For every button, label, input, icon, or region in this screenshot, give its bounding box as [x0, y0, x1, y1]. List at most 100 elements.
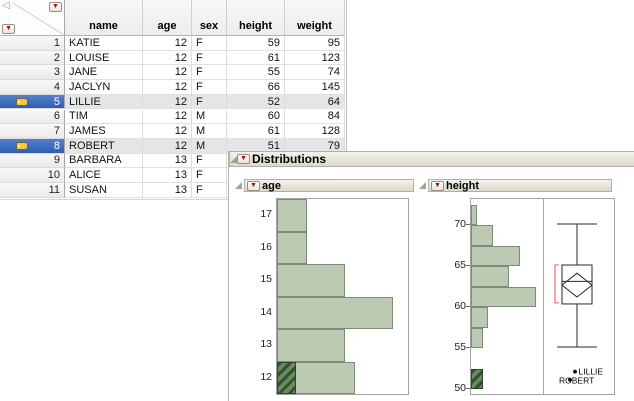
- row-number[interactable]: 9: [0, 153, 65, 169]
- age-histogram-bar-15[interactable]: [277, 264, 346, 297]
- cell-name[interactable]: ALICE: [65, 168, 143, 183]
- cell-weight[interactable]: 128: [285, 124, 345, 139]
- cell-age[interactable]: 12: [143, 50, 192, 66]
- cell-age[interactable]: 13: [143, 153, 192, 169]
- cell-height[interactable]: 59: [227, 36, 285, 51]
- cell-weight[interactable]: 95: [285, 36, 345, 51]
- cell-weight[interactable]: 145: [285, 80, 345, 95]
- row-number[interactable]: 6: [0, 109, 65, 125]
- cell-age[interactable]: 12: [143, 80, 192, 95]
- cell-age[interactable]: 12: [143, 65, 192, 81]
- cell-sex[interactable]: M: [192, 124, 227, 139]
- row-number[interactable]: 2: [0, 50, 65, 66]
- cell-name[interactable]: JAMES: [65, 124, 143, 139]
- column-header-height[interactable]: height: [227, 0, 285, 36]
- cell-height[interactable]: 61: [227, 50, 285, 66]
- cell-age[interactable]: 12: [143, 36, 192, 51]
- cell-name[interactable]: LOUISE: [65, 50, 143, 66]
- height-histogram-bar-57.5[interactable]: [471, 307, 488, 328]
- table-row-3: 3 JANE 12 F 55 74: [0, 65, 345, 81]
- cell-sex[interactable]: M: [192, 138, 227, 154]
- height-red-triangle-icon[interactable]: ▼: [431, 180, 444, 191]
- table-corner-cell: ◁ ▼ ▼: [0, 0, 65, 36]
- height-histogram-bar-70[interactable]: [471, 204, 478, 225]
- cell-age[interactable]: 13: [143, 168, 192, 183]
- column-header-sex[interactable]: sex: [192, 0, 227, 36]
- height-histogram-bar-50[interactable]: [471, 368, 483, 389]
- table-collapse-icon[interactable]: ◁: [2, 0, 10, 11]
- cell-name[interactable]: JACLYN: [65, 80, 143, 95]
- cell-weight[interactable]: 84: [285, 109, 345, 125]
- height-histogram-bar-65[interactable]: [471, 245, 520, 266]
- cell-age[interactable]: 12: [143, 94, 192, 110]
- cell-weight[interactable]: 64: [285, 94, 345, 110]
- cell-name[interactable]: BARBARA: [65, 153, 143, 169]
- height-histogram-bar-55[interactable]: [471, 327, 483, 348]
- distributions-red-triangle-icon[interactable]: ▼: [237, 154, 250, 164]
- cell-name[interactable]: JANE: [65, 65, 143, 81]
- cell-name[interactable]: LILLIE: [65, 94, 143, 110]
- age-panel-titlebar[interactable]: ▼ age: [244, 179, 414, 192]
- column-header-age[interactable]: age: [143, 0, 192, 36]
- cell-weight[interactable]: 74: [285, 65, 345, 81]
- cell-name[interactable]: ROBERT: [65, 138, 143, 154]
- age-histogram-bar-14[interactable]: [277, 296, 393, 329]
- cell-sex[interactable]: F: [192, 36, 227, 51]
- cell-height[interactable]: 61: [227, 124, 285, 139]
- cell-sex[interactable]: M: [192, 109, 227, 125]
- row-number[interactable]: 5: [0, 94, 65, 110]
- cell-sex[interactable]: F: [192, 183, 227, 198]
- column-header-name[interactable]: name: [65, 0, 143, 36]
- row-number[interactable]: 8: [0, 138, 65, 154]
- corner-diagonal-line: [12, 2, 65, 36]
- row-number[interactable]: 7: [0, 124, 65, 139]
- age-histogram-bar-12[interactable]: [277, 361, 355, 394]
- height-axis-label: 70: [454, 218, 466, 230]
- row-number[interactable]: 10: [0, 168, 65, 183]
- cell-age[interactable]: 12: [143, 109, 192, 125]
- height-histogram-bar-60[interactable]: [471, 286, 536, 307]
- cell-sex[interactable]: F: [192, 153, 227, 169]
- distributions-titlebar[interactable]: ▼ Distributions: [229, 151, 634, 167]
- height-histogram-bar-62.5[interactable]: [471, 266, 510, 287]
- cell-sex[interactable]: F: [192, 94, 227, 110]
- cell-age[interactable]: 12: [143, 138, 192, 154]
- histogram-boxplot-divider: [543, 199, 544, 394]
- row-number[interactable]: 11: [0, 183, 65, 198]
- cell-sex[interactable]: F: [192, 80, 227, 95]
- cell-sex[interactable]: F: [192, 65, 227, 81]
- age-histogram-bar-13[interactable]: [277, 329, 346, 362]
- distributions-window: ▼ Distributions ▼ age ▼ height 17 16 15 14 1…: [228, 151, 634, 401]
- height-axis-tick: [466, 306, 470, 307]
- cell-height[interactable]: 60: [227, 109, 285, 125]
- cell-sex[interactable]: F: [192, 50, 227, 66]
- disclosure-open-icon[interactable]: [230, 155, 237, 163]
- age-histogram-bar-17[interactable]: [277, 199, 307, 232]
- age-histogram-bar-16[interactable]: [277, 231, 307, 264]
- row-number[interactable]: 4: [0, 80, 65, 95]
- cell-sex[interactable]: F: [192, 168, 227, 183]
- cell-name[interactable]: KATIE: [65, 36, 143, 51]
- cell-age[interactable]: 13: [143, 183, 192, 198]
- age-axis-label: 12: [260, 370, 272, 383]
- height-histogram-bar-67.5[interactable]: [471, 225, 494, 246]
- row-number[interactable]: 1: [0, 36, 65, 51]
- cell-name[interactable]: TIM: [65, 109, 143, 125]
- height-disclosure-icon[interactable]: [419, 182, 426, 189]
- age-disclosure-icon[interactable]: [235, 182, 242, 189]
- cell-name[interactable]: SUSAN: [65, 183, 143, 198]
- cell-height[interactable]: 52: [227, 94, 285, 110]
- table-row-6: 6 TIM 12 M 60 84: [0, 109, 345, 125]
- row-number[interactable]: 3: [0, 65, 65, 81]
- column-header-weight[interactable]: weight: [285, 0, 345, 36]
- height-panel-titlebar[interactable]: ▼ height: [428, 179, 612, 192]
- cell-weight[interactable]: 123: [285, 50, 345, 66]
- cell-height[interactable]: 66: [227, 80, 285, 95]
- columns-menu-red-triangle-icon[interactable]: ▼: [49, 2, 62, 12]
- rows-menu-red-triangle-icon[interactable]: ▼: [2, 24, 15, 34]
- cell-age[interactable]: 12: [143, 124, 192, 139]
- age-red-triangle-icon[interactable]: ▼: [247, 180, 260, 191]
- cell-height[interactable]: 55: [227, 65, 285, 81]
